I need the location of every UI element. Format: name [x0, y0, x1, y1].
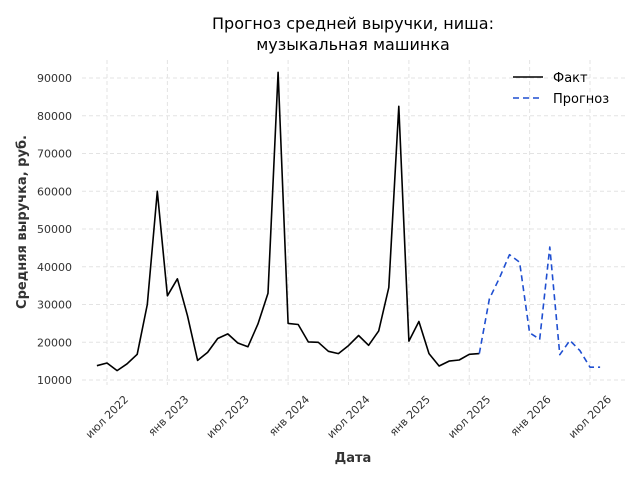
y-tick-label: 70000 [37, 148, 72, 161]
y-tick-label: 60000 [37, 185, 72, 198]
x-tick-label: янв 2026 [508, 393, 554, 439]
x-axis-ticks: июл 2022 янв 2023 июл 2023 янв 2024 июл 2024… [83, 393, 614, 441]
grid [82, 60, 625, 385]
legend-label-fact: Факт [553, 71, 588, 86]
y-tick-label: 90000 [37, 72, 72, 85]
series-line-fact [96, 71, 480, 372]
y-axis-label: Средняя выручка, руб. [15, 135, 30, 309]
y-tick-label: 80000 [37, 110, 72, 123]
y-tick-label: 50000 [37, 223, 72, 236]
x-tick-label: янв 2023 [146, 393, 192, 439]
x-tick-label: июл 2022 [83, 393, 131, 441]
x-tick-label: июл 2025 [445, 393, 493, 441]
x-tick-label: янв 2024 [266, 393, 312, 439]
legend-label-forecast: Прогноз [553, 92, 609, 107]
x-tick-label: июл 2024 [325, 393, 373, 441]
x-tick-label: июл 2023 [204, 393, 252, 441]
x-tick-label: янв 2025 [387, 393, 433, 439]
series-line-forecast [478, 246, 601, 369]
y-tick-label: 40000 [37, 261, 72, 274]
chart-title-line-1: Прогноз средней выручки, ниша: [212, 14, 494, 33]
chart-title-line-2: музыкальная машинка [256, 35, 450, 54]
y-tick-label: 10000 [37, 374, 72, 387]
series-lines [96, 71, 601, 372]
x-axis-label: Дата [335, 451, 372, 466]
y-tick-label: 30000 [37, 299, 72, 312]
legend: Факт Прогноз [513, 71, 609, 107]
y-axis-ticks: 10000 20000 30000 40000 50000 60000 70000 80000… [37, 72, 72, 387]
x-tick-label: июл 2026 [566, 393, 614, 441]
y-tick-label: 20000 [37, 336, 72, 349]
